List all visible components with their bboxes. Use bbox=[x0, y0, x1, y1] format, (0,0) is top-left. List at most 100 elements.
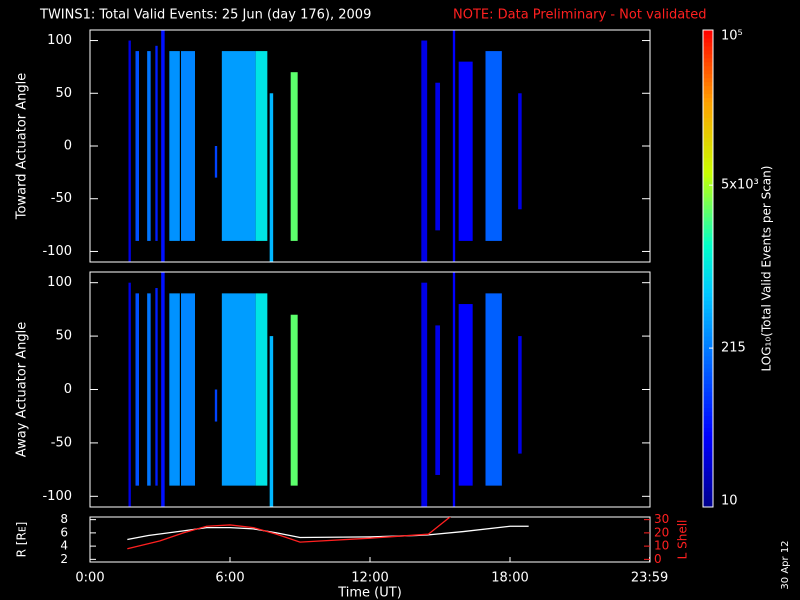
stripe bbox=[269, 93, 274, 262]
stripe bbox=[435, 82, 440, 231]
colorbar-cell bbox=[703, 403, 713, 409]
y2-tick-label: 10 bbox=[654, 539, 669, 553]
stripe bbox=[169, 293, 180, 486]
colorbar-cell bbox=[703, 125, 713, 130]
colorbar-cell bbox=[703, 220, 713, 226]
y-tick-label: 4 bbox=[60, 539, 68, 553]
stripe bbox=[421, 282, 428, 507]
colorbar-cell bbox=[703, 101, 713, 107]
stripe bbox=[135, 51, 139, 241]
colorbar-cell bbox=[703, 93, 713, 99]
colorbar-cell bbox=[703, 137, 713, 142]
colorbar-cell bbox=[703, 105, 713, 110]
colorbar-cell bbox=[703, 284, 713, 289]
colorbar-cell bbox=[703, 387, 713, 393]
stripe bbox=[421, 40, 428, 262]
y2-tick-label: 0 bbox=[654, 552, 662, 566]
colorbar-cell bbox=[703, 192, 713, 198]
colorbar-cell bbox=[703, 109, 713, 114]
colorbar-cell bbox=[703, 395, 713, 401]
stripe bbox=[452, 272, 456, 507]
colorbar-cell bbox=[703, 77, 713, 83]
colorbar-cell bbox=[703, 49, 713, 55]
colorbar-cell bbox=[703, 69, 713, 75]
stripe bbox=[221, 293, 256, 486]
colorbar-cell bbox=[703, 97, 713, 103]
colorbar-cell bbox=[703, 495, 713, 500]
stripe bbox=[135, 293, 139, 486]
colorbar-cell bbox=[703, 471, 713, 476]
colorbar-cell bbox=[703, 185, 713, 190]
colorbar-cell bbox=[703, 268, 713, 273]
series-line bbox=[127, 525, 529, 541]
colorbar-cell bbox=[703, 224, 713, 230]
stripe bbox=[169, 51, 180, 241]
colorbar-frame bbox=[702, 29, 714, 508]
colorbar-cell bbox=[703, 157, 713, 162]
colorbar-cell bbox=[703, 463, 713, 468]
x-axis-label: Time (UT) bbox=[337, 586, 402, 600]
colorbar-cell bbox=[703, 129, 713, 134]
colorbar-cell bbox=[703, 85, 713, 91]
colorbar-cell bbox=[703, 355, 713, 361]
y-tick-label: -100 bbox=[42, 244, 72, 259]
colorbar-cell bbox=[703, 141, 713, 146]
y-tick-label: -100 bbox=[42, 489, 72, 504]
y2-tick-label: 30 bbox=[654, 512, 669, 526]
stripe bbox=[128, 282, 131, 507]
colorbar-cell bbox=[703, 491, 713, 496]
y-tick-label: 50 bbox=[55, 329, 72, 344]
stripe bbox=[518, 93, 522, 210]
colorbar-cell bbox=[703, 280, 713, 285]
colorbar-cell bbox=[703, 467, 713, 472]
colorbar-cell bbox=[703, 208, 713, 214]
footer-date: 30 Apr 12 bbox=[780, 540, 791, 589]
stripe bbox=[161, 272, 165, 507]
colorbar-cell bbox=[703, 328, 713, 333]
y-tick-label: 6 bbox=[60, 525, 68, 539]
colorbar-cell bbox=[703, 411, 713, 417]
colorbar-cell bbox=[703, 375, 713, 381]
stripe bbox=[221, 51, 256, 241]
x-tick-label: 12:00 bbox=[351, 571, 388, 586]
stripe bbox=[155, 288, 158, 486]
stripe bbox=[128, 40, 131, 262]
y-tick-label: 2 bbox=[60, 552, 68, 566]
x-tick-label: 18:00 bbox=[491, 571, 528, 586]
colorbar-cell bbox=[703, 359, 713, 365]
colorbar-cell bbox=[703, 248, 713, 254]
colorbar-tick-label: 10 bbox=[721, 494, 738, 509]
stripe bbox=[155, 45, 158, 241]
y-axis-label: Toward Actuator Angle bbox=[15, 73, 30, 220]
colorbar-cell bbox=[703, 81, 713, 87]
colorbar-cell bbox=[703, 73, 713, 79]
chart-title: TWINS1: Total Valid Events: 25 Jun (day … bbox=[39, 8, 371, 23]
colorbar-cell bbox=[703, 61, 713, 67]
colorbar-cell bbox=[703, 117, 713, 122]
stripe bbox=[255, 51, 268, 241]
colorbar-cell bbox=[703, 308, 713, 313]
stripe bbox=[147, 51, 151, 241]
colorbar-cell bbox=[703, 232, 713, 238]
colorbar-cell bbox=[703, 383, 713, 389]
colorbar-cell bbox=[703, 53, 713, 59]
colorbar-cell bbox=[703, 45, 713, 51]
colorbar-cell bbox=[703, 415, 713, 421]
stripe bbox=[147, 293, 151, 486]
stripe bbox=[255, 293, 268, 486]
colorbar-cell bbox=[703, 455, 713, 460]
colorbar-cell bbox=[703, 196, 713, 202]
colorbar-cell bbox=[703, 33, 713, 39]
colorbar-cell bbox=[703, 236, 713, 242]
stripe bbox=[518, 336, 522, 454]
x-tick-label: 0:00 bbox=[75, 571, 104, 586]
colorbar-tick-label: 215 bbox=[721, 341, 746, 356]
colorbar-cell bbox=[703, 228, 713, 234]
y-tick-label: 50 bbox=[55, 86, 72, 101]
y2-axis-label: L Shell bbox=[676, 520, 690, 560]
colorbar-cell bbox=[703, 204, 713, 210]
stripe bbox=[181, 293, 195, 486]
stripe bbox=[435, 325, 440, 475]
colorbar-cell bbox=[703, 181, 713, 186]
